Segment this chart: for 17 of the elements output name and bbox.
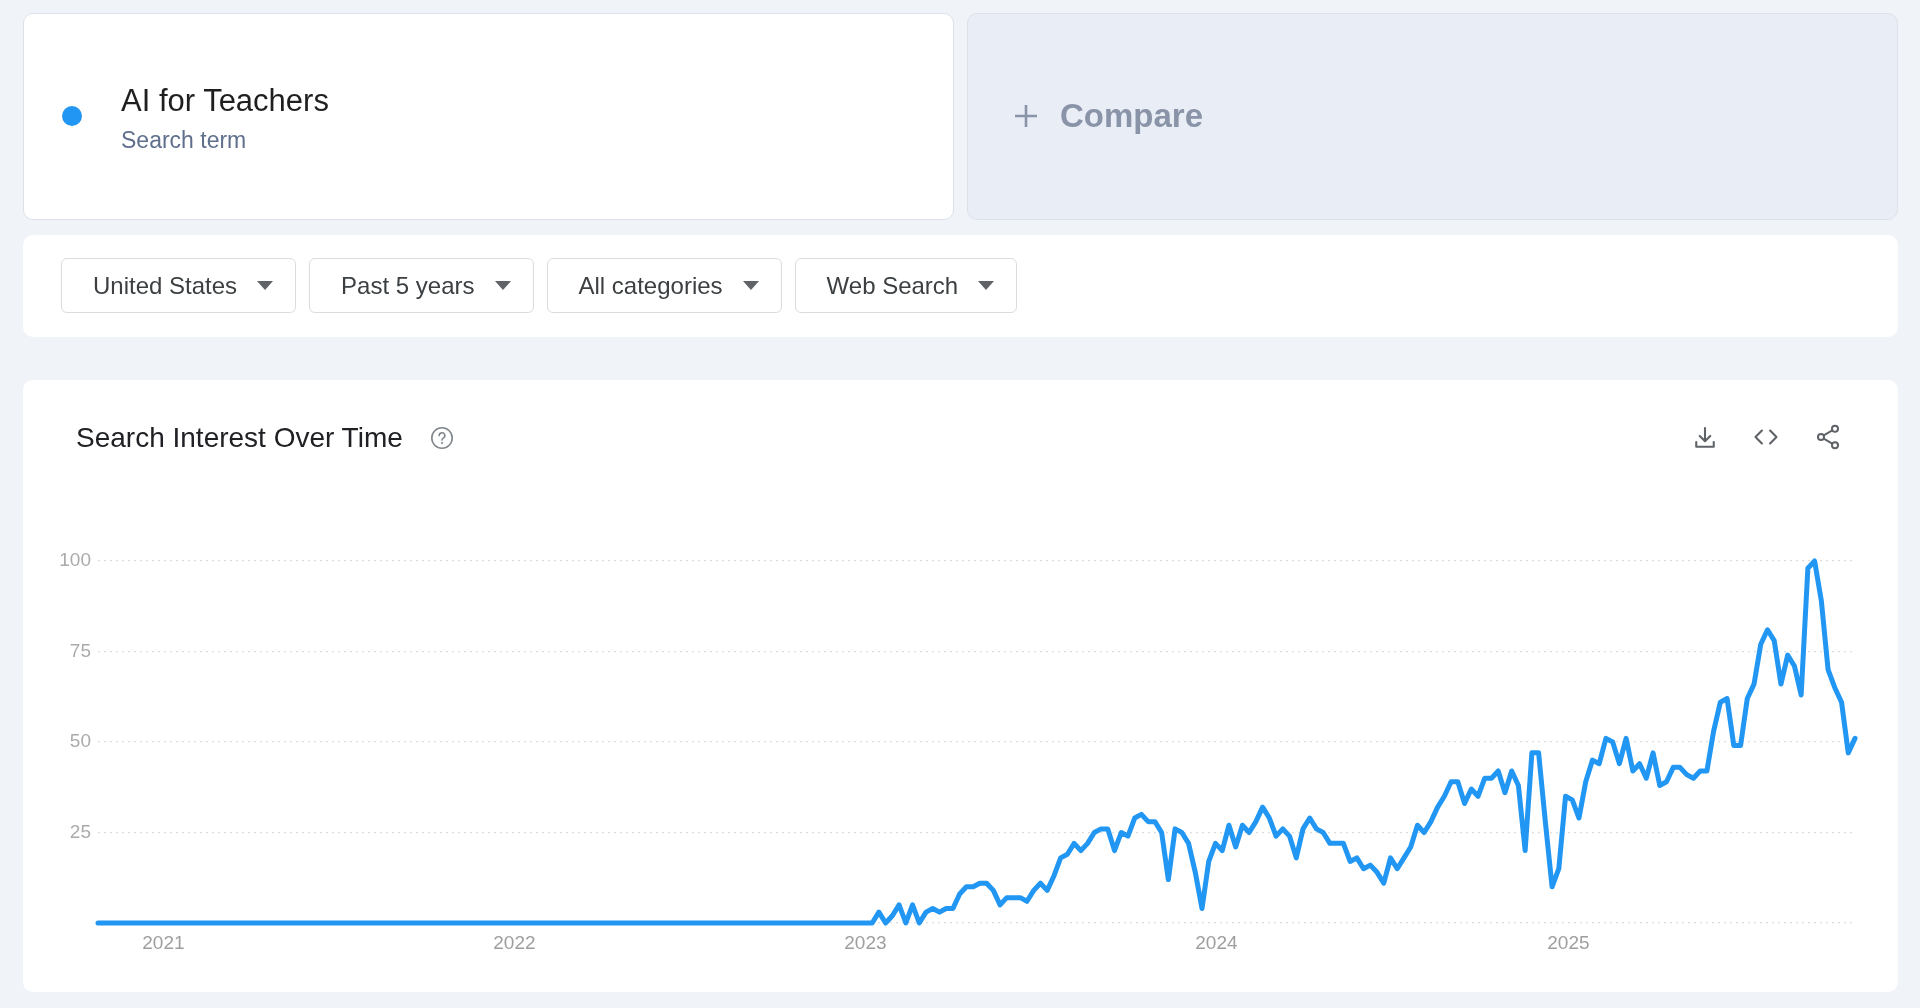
dropdown: All categories (546, 258, 782, 313)
x-tick-label: 2025 (1547, 931, 1590, 953)
y-tick-label: 75 (69, 639, 91, 661)
x-tick-label: 2024 (1195, 931, 1238, 953)
y-tick-label: 25 (69, 820, 91, 842)
x-tick-label: 2023 (844, 931, 887, 953)
dropdown: Past 5 years (309, 258, 534, 313)
dropdown: United States (61, 258, 297, 313)
legend-label: AI for Teachers (121, 83, 329, 119)
x-tick-label: 2022 (493, 931, 536, 953)
chart-title: Search Interest Over Time (76, 421, 403, 455)
text: Compare (1060, 96, 1204, 136)
y-tick-label: 50 (69, 730, 91, 752)
dropdown: Web Search (794, 258, 1018, 313)
x-tick-label: 2021 (142, 931, 185, 953)
y-tick-label: 100 (59, 549, 91, 571)
text: Search term (121, 126, 247, 154)
